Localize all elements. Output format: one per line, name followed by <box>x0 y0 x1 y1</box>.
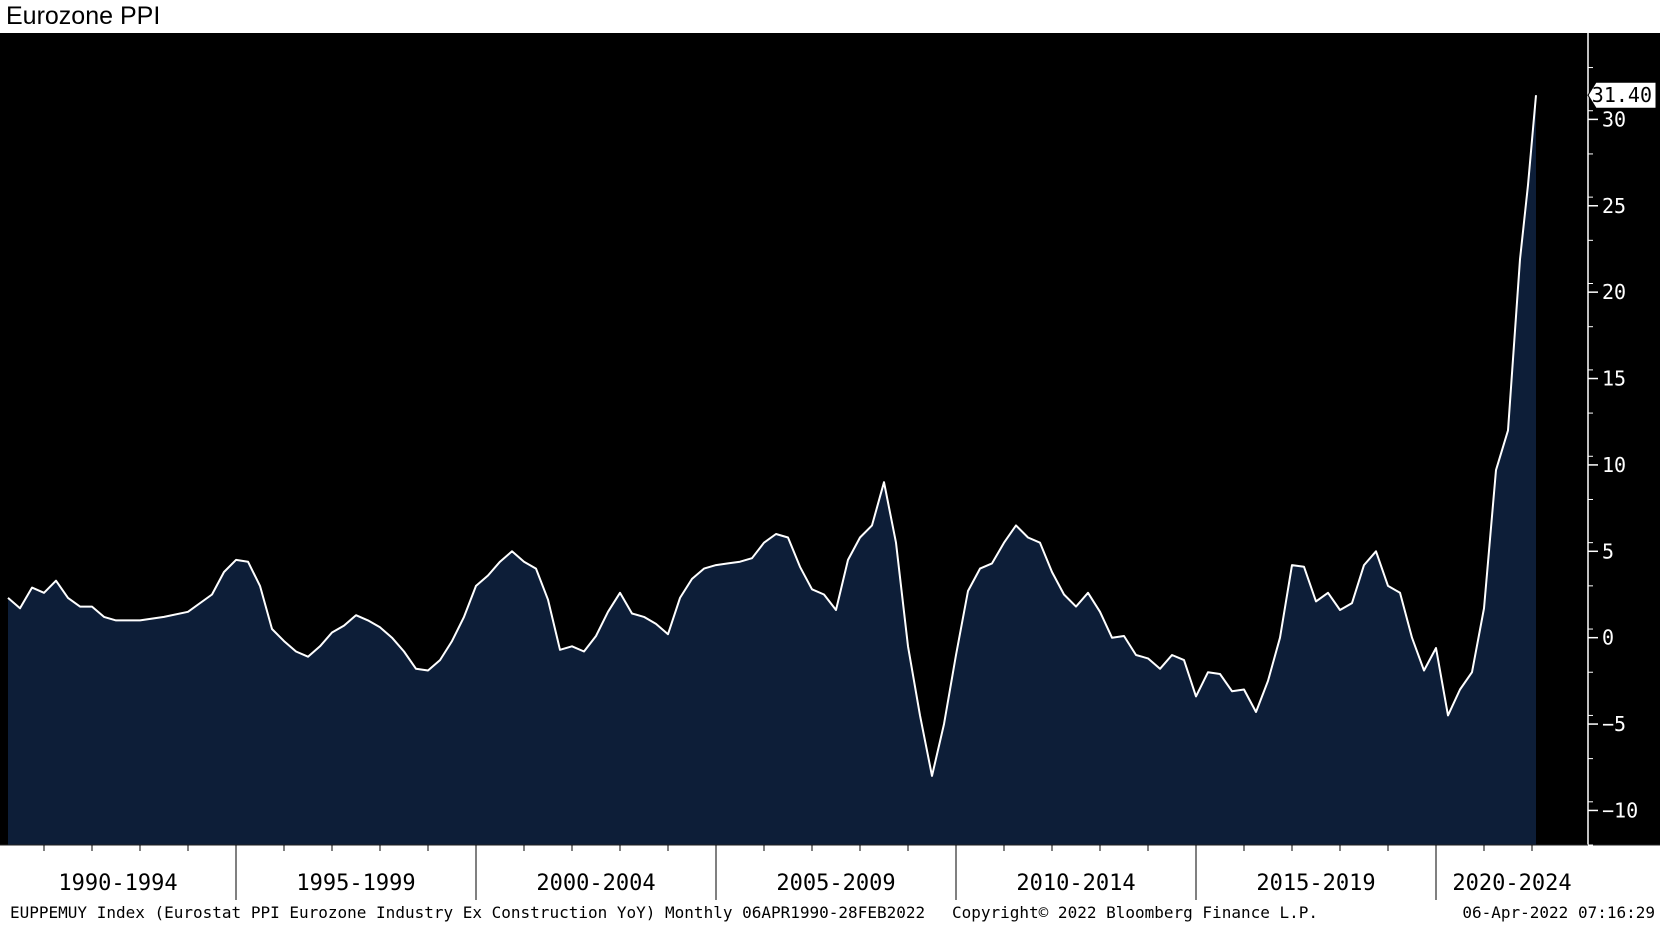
axis-layer <box>0 33 1660 900</box>
y-tick-label: 10 <box>1602 453 1626 477</box>
x-group-label: 2010-2014 <box>1016 871 1135 896</box>
y-tick-label: −10 <box>1602 798 1638 822</box>
x-group-label: 2015-2019 <box>1256 871 1375 896</box>
y-tick-label: 0 <box>1602 626 1614 650</box>
y-tick-label: 30 <box>1602 107 1626 131</box>
series-line <box>7 95 1537 777</box>
footer-copyright: Copyright© 2022 Bloomberg Finance L.P. <box>952 903 1318 922</box>
x-group-label: 2000-2004 <box>536 871 655 896</box>
last-value-tag <box>1587 81 1657 109</box>
y-tick-label: 25 <box>1602 194 1626 218</box>
y-tick-label: 20 <box>1602 280 1626 304</box>
x-group-label: 2005-2009 <box>776 871 895 896</box>
series-layer <box>7 95 1537 845</box>
chart-title: Eurozone PPI <box>6 2 161 30</box>
last-value-label: 31.40 <box>1592 83 1652 107</box>
x-group-label: 1990-1994 <box>58 871 177 896</box>
y-tick-label: 5 <box>1602 539 1614 563</box>
y-tick-label: 15 <box>1602 367 1626 391</box>
x-group-label: 1995-1999 <box>296 871 415 896</box>
y-tick-label: −5 <box>1602 712 1626 736</box>
footer-source: EUPPEMUY Index (Eurostat PPI Eurozone In… <box>10 903 925 922</box>
footer-timestamp: 06-Apr-2022 07:16:29 <box>1462 903 1655 922</box>
series-area <box>8 95 1536 845</box>
x-group-label: 2020-2024 <box>1452 871 1571 896</box>
